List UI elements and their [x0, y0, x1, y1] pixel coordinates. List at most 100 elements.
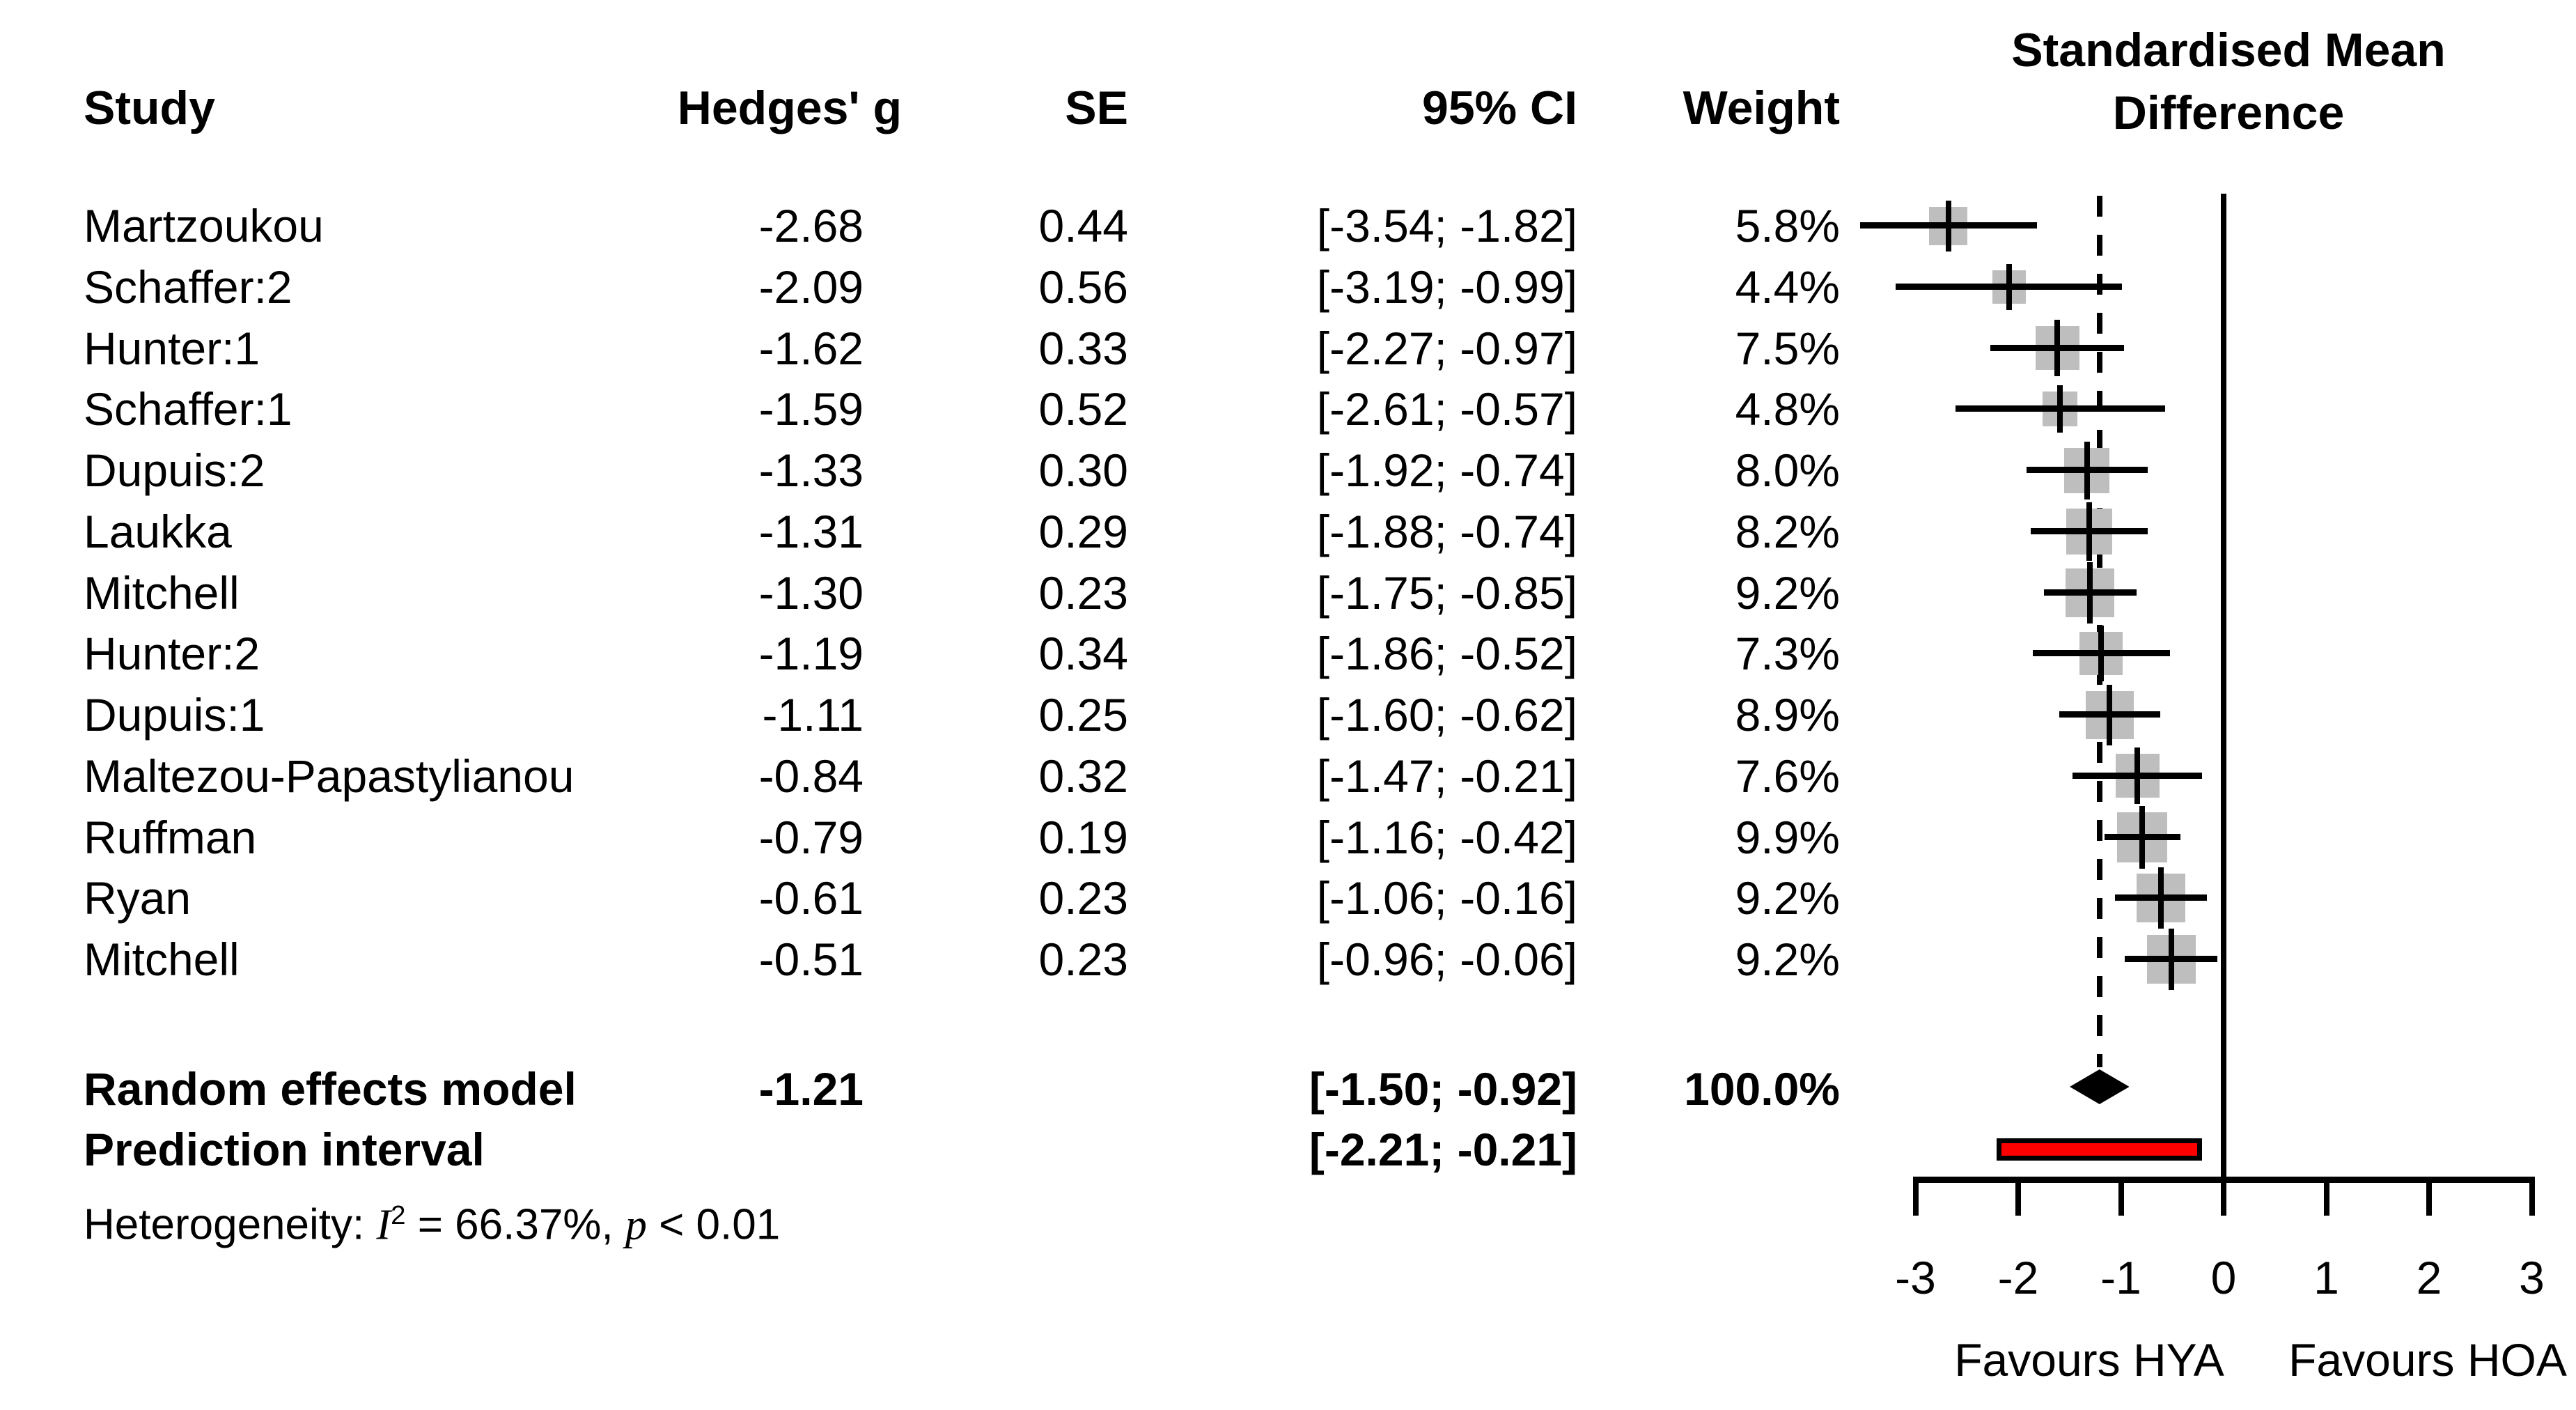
study-label: Schaffer:2: [84, 261, 292, 313]
weight-value: 8.9%: [1735, 689, 1840, 741]
weight-value: 8.2%: [1735, 505, 1840, 557]
favours-right-label: Favours HOA: [2288, 1334, 2567, 1386]
study-label: Ryan: [84, 872, 192, 924]
plot-title-line2: Difference: [2112, 86, 2345, 139]
hedges-g-value: -0.61: [758, 872, 864, 924]
hedges-g-value: -1.62: [758, 322, 864, 374]
ci-whisker-overlay: [2043, 589, 2137, 596]
ci-whisker-overlay: [2026, 467, 2148, 473]
ci-value: [-1.88; -0.74]: [1316, 505, 1577, 557]
ci-value: [-3.19; -0.99]: [1316, 261, 1577, 313]
hedges-g-value: -1.31: [758, 505, 864, 557]
summary-row-g-value: -1.21: [758, 1063, 864, 1115]
ci-whisker-overlay: [2030, 527, 2148, 534]
study-label: Schaffer:1: [84, 383, 292, 435]
se-value: 0.33: [1038, 322, 1128, 374]
ci-value: [-1.47; -0.21]: [1316, 750, 1577, 802]
heterogeneity-i-sup: 2: [391, 1200, 406, 1230]
weight-value: 5.8%: [1735, 200, 1840, 251]
axis-tick-label: -3: [1895, 1252, 1936, 1303]
ci-value: [-1.06; -0.16]: [1316, 872, 1577, 924]
ci-value: [-2.61; -0.57]: [1316, 383, 1577, 435]
weight-value: 4.8%: [1735, 383, 1840, 435]
hedges-g-value: -1.59: [758, 383, 864, 435]
prediction-interval-bar: [1997, 1138, 2203, 1161]
study-label: Martzoukou: [84, 200, 324, 251]
weight-value: 7.5%: [1735, 322, 1840, 374]
hedges-g-value: -0.51: [758, 933, 864, 985]
se-value: 0.23: [1038, 933, 1128, 985]
summary-row-label: Random effects model: [84, 1063, 577, 1115]
axis-tick-label: 3: [2519, 1252, 2545, 1303]
ci-whisker-overlay: [2125, 956, 2218, 962]
summary-row-weight-value: 100.0%: [1684, 1063, 1840, 1115]
axis-tick: [2015, 1179, 2021, 1216]
weight-value: 7.3%: [1735, 628, 1840, 680]
axis-tick: [2426, 1179, 2432, 1216]
ci-whisker-overlay: [1896, 283, 2122, 290]
study-label: Dupuis:2: [84, 444, 265, 496]
ci-whisker-overlay: [2059, 711, 2160, 718]
heterogeneity-tail: < 0.01: [646, 1200, 781, 1249]
hedges-g-value: -0.84: [758, 750, 864, 802]
se-value: 0.23: [1038, 872, 1128, 924]
ci-value: [-3.54; -1.82]: [1316, 200, 1577, 251]
axis-tick: [1912, 1179, 1919, 1216]
heterogeneity-text: Heterogeneity: I2 = 66.37%, p < 0.01: [84, 1185, 780, 1256]
ci-value: [-1.60; -0.62]: [1316, 689, 1577, 741]
column-header-weight: Weight: [1683, 82, 1840, 134]
summary-row-ci-value: [-1.50; -0.92]: [1309, 1063, 1577, 1115]
ci-whisker-overlay: [1859, 222, 2037, 228]
weight-value: 9.2%: [1735, 566, 1840, 619]
study-label: Maltezou-Papastylianou: [84, 750, 575, 802]
weight-value: 9.9%: [1735, 811, 1840, 863]
heterogeneity-mid: = 66.37%,: [405, 1200, 625, 1249]
ci-value: [-1.16; -0.42]: [1316, 811, 1577, 863]
pooled-diamond: [2069, 1069, 2130, 1104]
axis-tick: [2118, 1179, 2124, 1216]
axis-tick: [2529, 1179, 2535, 1216]
ci-whisker-overlay: [2032, 650, 2171, 657]
column-header-se: SE: [1065, 82, 1128, 134]
favours-left-label: Favours HYA: [1954, 1334, 2224, 1386]
weight-value: 9.2%: [1735, 933, 1840, 985]
column-header-study: Study: [84, 82, 215, 134]
ci-whisker-overlay: [1990, 344, 2124, 351]
ci-whisker-overlay: [2104, 833, 2181, 840]
hedges-g-value: -2.09: [758, 261, 864, 313]
prediction-row-label: Prediction interval: [84, 1124, 485, 1175]
ci-value: [-1.86; -0.52]: [1316, 628, 1577, 680]
se-value: 0.44: [1038, 200, 1128, 251]
prediction-row-ci-value: [-2.21; -0.21]: [1309, 1124, 1577, 1175]
se-value: 0.32: [1038, 750, 1128, 802]
se-value: 0.30: [1038, 444, 1128, 496]
axis-tick-label: 0: [2210, 1252, 2237, 1303]
hedges-g-value: -1.19: [758, 628, 864, 680]
se-value: 0.56: [1038, 261, 1128, 313]
se-value: 0.23: [1038, 566, 1128, 619]
weight-value: 8.0%: [1735, 444, 1840, 496]
axis-tick-label: 1: [2313, 1252, 2339, 1303]
hedges-g-value: -1.30: [758, 566, 864, 619]
heterogeneity-i-stat: I: [376, 1201, 391, 1249]
ci-whisker-overlay: [2114, 894, 2208, 901]
zero-line: [2221, 194, 2226, 1216]
ci-value: [-0.96; -0.06]: [1316, 933, 1577, 985]
study-label: Mitchell: [84, 933, 240, 985]
se-value: 0.19: [1038, 811, 1128, 863]
se-value: 0.34: [1038, 628, 1128, 680]
se-value: 0.29: [1038, 505, 1128, 557]
study-label: Dupuis:1: [84, 689, 265, 741]
study-label: Ruffman: [84, 811, 257, 863]
heterogeneity-prefix: Heterogeneity:: [84, 1200, 377, 1249]
se-value: 0.25: [1038, 689, 1128, 741]
axis-tick-label: -2: [1997, 1252, 2039, 1303]
hedges-g-value: -1.33: [758, 444, 864, 496]
column-header-ci: 95% CI: [1422, 82, 1577, 134]
ci-value: [-1.92; -0.74]: [1316, 444, 1577, 496]
hedges-g-value: -2.68: [758, 200, 864, 251]
study-label: Hunter:2: [84, 628, 260, 680]
axis-tick-label: -1: [2100, 1252, 2141, 1303]
ci-whisker-overlay: [1956, 405, 2165, 412]
